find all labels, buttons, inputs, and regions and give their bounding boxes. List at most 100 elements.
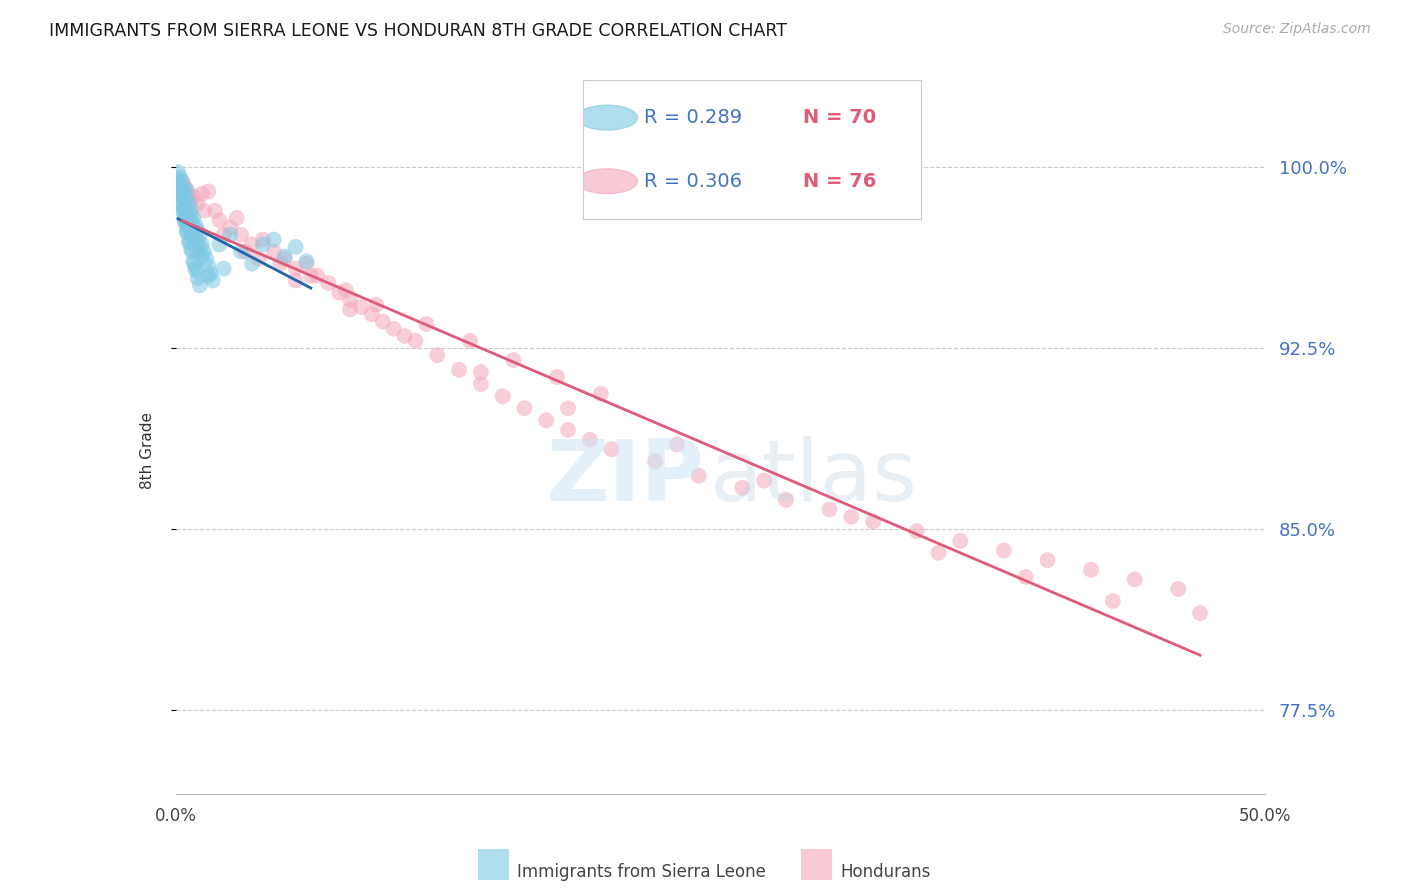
Point xyxy=(470,377,492,392)
Point xyxy=(186,264,208,278)
Text: R = 0.289: R = 0.289 xyxy=(644,108,742,128)
Point xyxy=(197,185,219,199)
Point xyxy=(371,314,394,328)
Point xyxy=(405,334,427,348)
Point xyxy=(186,196,209,211)
Point xyxy=(928,546,950,560)
Point xyxy=(600,442,623,457)
Point xyxy=(1102,594,1125,608)
Point xyxy=(195,252,218,266)
Point xyxy=(366,298,388,312)
Point xyxy=(295,254,318,268)
Point xyxy=(299,268,322,283)
Point xyxy=(274,252,297,266)
Point xyxy=(335,283,357,297)
Point xyxy=(644,454,666,468)
Point xyxy=(172,203,194,218)
Circle shape xyxy=(576,105,637,130)
Point xyxy=(1189,606,1212,620)
Point xyxy=(179,235,201,249)
Point xyxy=(176,220,198,235)
Point xyxy=(193,244,215,259)
Point xyxy=(274,250,297,264)
Point xyxy=(188,278,211,293)
Point xyxy=(174,216,197,230)
Point xyxy=(172,175,194,189)
Point xyxy=(188,240,211,254)
Point xyxy=(361,307,384,321)
Point xyxy=(394,329,416,343)
Point xyxy=(284,261,307,276)
Point xyxy=(328,285,350,300)
Circle shape xyxy=(576,169,637,194)
Point xyxy=(235,244,257,259)
Point xyxy=(252,237,274,252)
Point xyxy=(775,492,797,507)
Point xyxy=(183,257,205,271)
Point xyxy=(589,387,612,401)
Point xyxy=(492,389,515,403)
Point xyxy=(167,165,190,179)
Point xyxy=(307,268,329,283)
Point xyxy=(579,433,602,447)
Point xyxy=(231,244,253,259)
Point xyxy=(180,227,202,242)
Point xyxy=(426,348,449,362)
Point xyxy=(447,362,470,376)
Point xyxy=(754,474,776,488)
Point xyxy=(181,189,204,203)
Point xyxy=(169,169,191,184)
Y-axis label: 8th Grade: 8th Grade xyxy=(141,412,155,489)
Point xyxy=(173,192,195,206)
Point xyxy=(173,213,195,227)
Point xyxy=(284,274,307,288)
Point xyxy=(557,423,579,437)
Point xyxy=(204,203,226,218)
Point xyxy=(225,211,247,225)
Point xyxy=(1015,570,1038,584)
Text: ZIP: ZIP xyxy=(547,436,704,519)
Point xyxy=(181,244,204,259)
Point xyxy=(201,274,224,288)
Point xyxy=(181,233,204,247)
Point xyxy=(993,543,1015,558)
Point xyxy=(177,189,200,203)
Point xyxy=(181,220,204,235)
Point xyxy=(502,353,524,368)
Point xyxy=(191,250,214,264)
Point xyxy=(231,227,253,242)
Point xyxy=(173,211,195,225)
Point xyxy=(184,218,207,232)
Point xyxy=(200,266,222,280)
Point xyxy=(180,242,202,256)
Point xyxy=(458,334,481,348)
Point xyxy=(382,322,405,336)
Point xyxy=(818,502,841,516)
Point xyxy=(247,252,270,266)
Point xyxy=(688,468,710,483)
Point xyxy=(350,300,373,314)
Point xyxy=(339,293,361,307)
Point xyxy=(176,225,198,239)
Text: N = 76: N = 76 xyxy=(803,171,876,191)
Point xyxy=(415,317,437,331)
Text: N = 70: N = 70 xyxy=(803,108,876,128)
Text: IMMIGRANTS FROM SIERRA LEONE VS HONDURAN 8TH GRADE CORRELATION CHART: IMMIGRANTS FROM SIERRA LEONE VS HONDURAN… xyxy=(49,22,787,40)
Point xyxy=(219,220,242,235)
Point xyxy=(186,235,209,249)
Point xyxy=(172,175,194,189)
Point xyxy=(173,182,195,196)
Text: Hondurans: Hondurans xyxy=(841,863,931,881)
Point xyxy=(177,235,200,249)
Point xyxy=(1036,553,1059,567)
Point xyxy=(181,211,204,225)
Point xyxy=(167,177,190,191)
Point xyxy=(172,203,194,218)
Point xyxy=(534,413,557,427)
Point xyxy=(1123,573,1146,587)
Point xyxy=(186,271,209,285)
Point xyxy=(191,237,214,252)
Point xyxy=(240,257,263,271)
Text: atlas: atlas xyxy=(710,436,918,519)
Point xyxy=(188,227,211,242)
